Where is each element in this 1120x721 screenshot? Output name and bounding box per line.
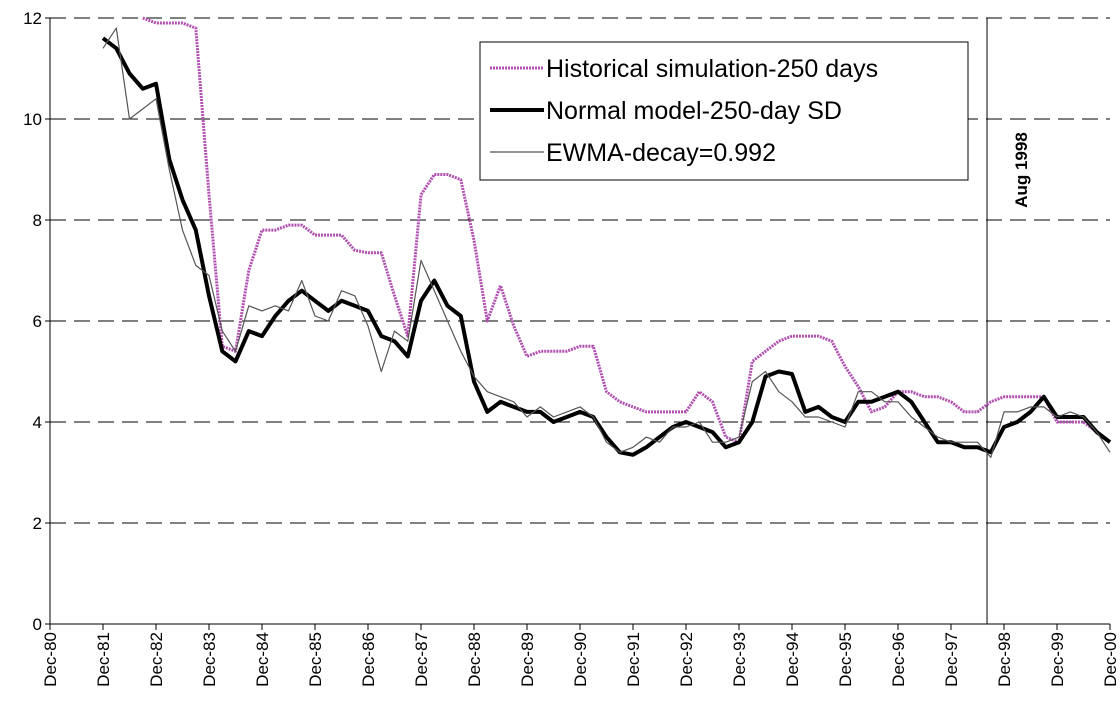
legend-label: Normal model-250-day SD bbox=[546, 97, 842, 125]
x-tick-label: Dec-95 bbox=[836, 632, 855, 687]
series-line bbox=[142, 16, 1111, 444]
x-tick-label: Dec-87 bbox=[412, 632, 431, 687]
x-tick-label: Dec-81 bbox=[94, 632, 113, 687]
series-line bbox=[101, 36, 1112, 457]
y-tick-label: 12 bbox=[23, 9, 42, 28]
legend-label: Historical simulation-250 days bbox=[546, 55, 878, 83]
y-tick-label: 2 bbox=[33, 514, 42, 533]
legend-label: EWMA-decay=0.992 bbox=[546, 139, 776, 167]
y-tick-label: 4 bbox=[33, 413, 42, 432]
y-tick-label: 6 bbox=[33, 312, 42, 331]
x-tick-label: Dec-00 bbox=[1101, 632, 1120, 687]
x-tick-label: Dec-92 bbox=[677, 632, 696, 687]
y-tick-label: 0 bbox=[33, 615, 42, 634]
x-tick-label: Dec-85 bbox=[306, 632, 325, 687]
x-tick-label: Dec-84 bbox=[253, 632, 272, 687]
x-tick-label: Dec-90 bbox=[571, 632, 590, 687]
series-line bbox=[102, 27, 1111, 458]
x-tick-label: Dec-86 bbox=[359, 632, 378, 687]
x-tick-label: Dec-96 bbox=[889, 632, 908, 687]
y-tick-label: 10 bbox=[23, 110, 42, 129]
x-tick-label: Dec-98 bbox=[995, 632, 1014, 687]
x-tick-label: Dec-89 bbox=[518, 632, 537, 687]
annotation-text: Aug 1998 bbox=[1012, 132, 1031, 208]
legend-box bbox=[479, 41, 969, 181]
y-tick-label: 8 bbox=[33, 211, 42, 230]
x-tick-label: Dec-83 bbox=[200, 632, 219, 687]
x-tick-label: Dec-82 bbox=[147, 632, 166, 687]
x-tick-label: Dec-99 bbox=[1048, 632, 1067, 687]
x-tick-label: Dec-97 bbox=[942, 632, 961, 687]
x-tick-label: Dec-94 bbox=[783, 632, 802, 687]
x-tick-label: Dec-88 bbox=[465, 632, 484, 687]
x-tick-label: Dec-91 bbox=[624, 632, 643, 687]
x-tick-label: Dec-80 bbox=[41, 632, 60, 687]
x-tick-label: Dec-93 bbox=[730, 632, 749, 687]
